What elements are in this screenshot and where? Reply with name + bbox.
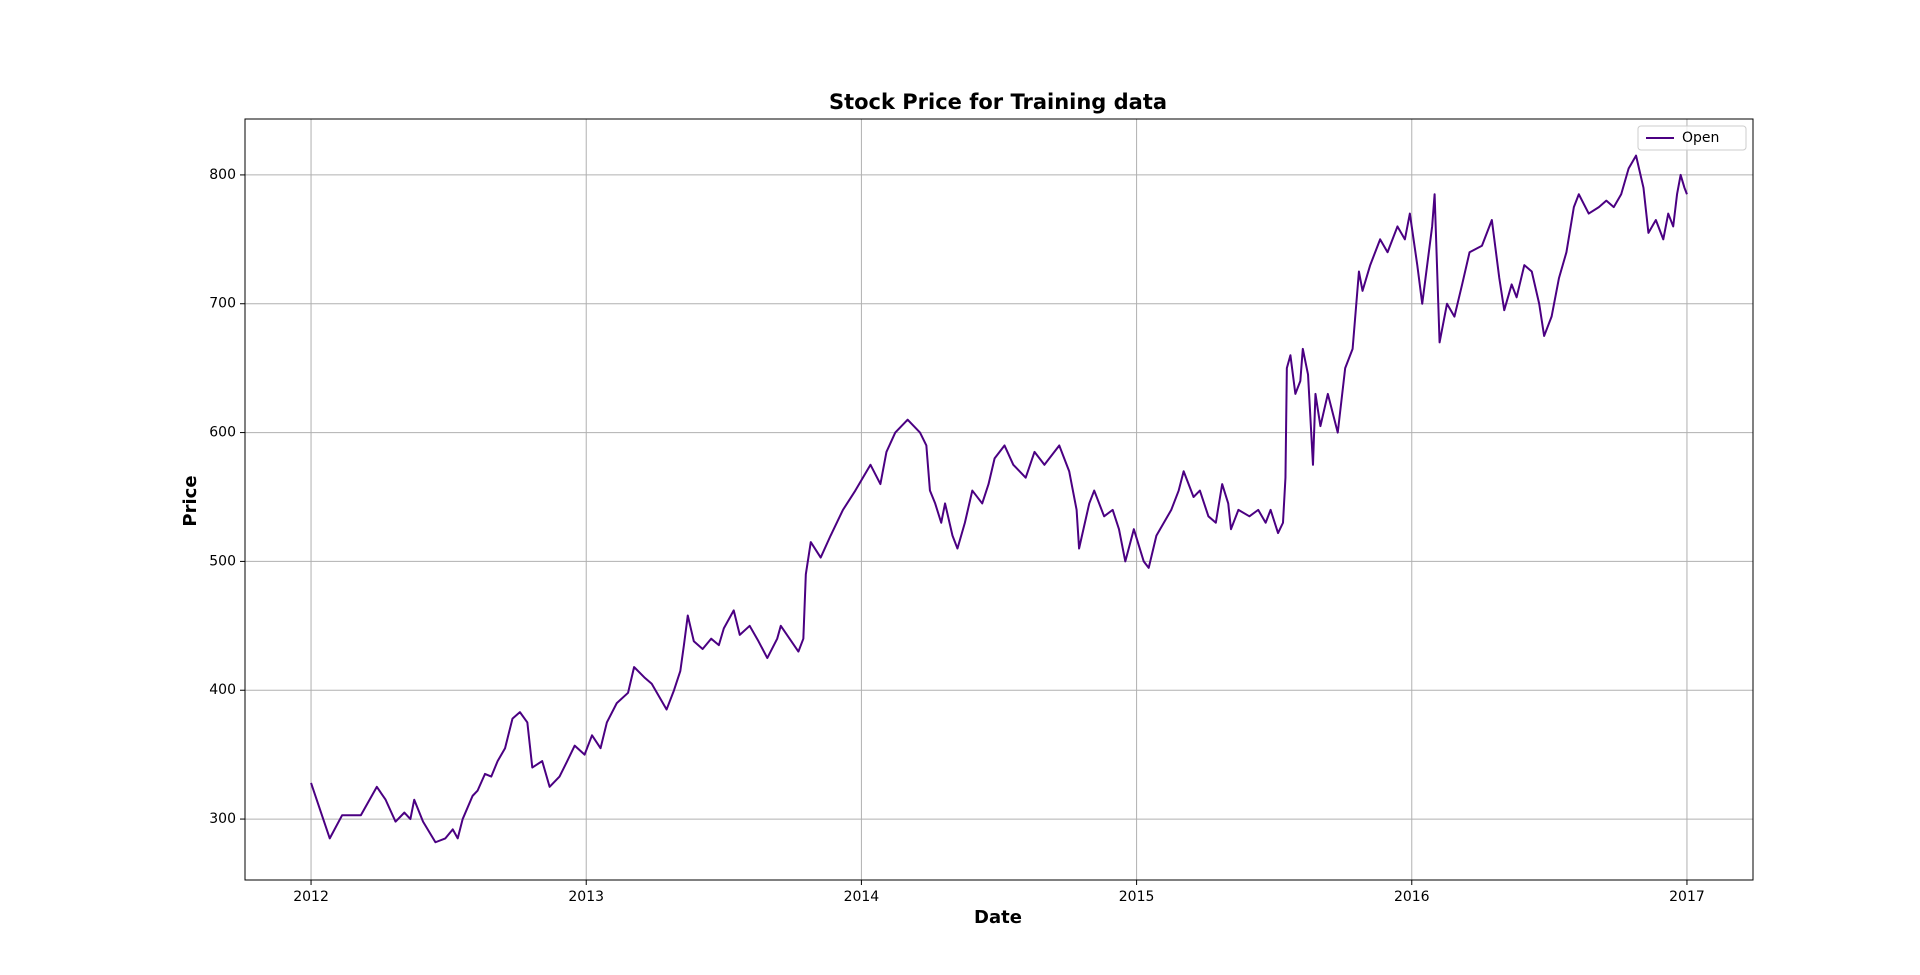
x-axis-label: Date (974, 907, 1022, 928)
y-tick-label: 600 (209, 425, 236, 441)
x-tick-label: 2013 (568, 889, 604, 905)
x-tick-label: 2015 (1119, 889, 1155, 905)
y-tick-label: 800 (209, 167, 236, 183)
y-axis-label: Price (180, 475, 201, 526)
y-tick-label: 400 (209, 682, 236, 698)
legend-box (1637, 125, 1747, 151)
chart-title: Stock Price for Training data (829, 90, 1167, 114)
x-tick-label: 2017 (1669, 889, 1705, 905)
data-line (310, 154, 1688, 844)
plot-frame (244, 118, 1754, 881)
x-tick-label: 2014 (844, 889, 880, 905)
legend-label: Open (1682, 130, 1719, 146)
x-tick-label: 2016 (1394, 889, 1430, 905)
y-tick-label: 300 (209, 811, 236, 827)
x-tick-label: 2012 (293, 889, 329, 905)
y-tick-label: 500 (209, 553, 236, 569)
y-tick-label: 700 (209, 296, 236, 312)
